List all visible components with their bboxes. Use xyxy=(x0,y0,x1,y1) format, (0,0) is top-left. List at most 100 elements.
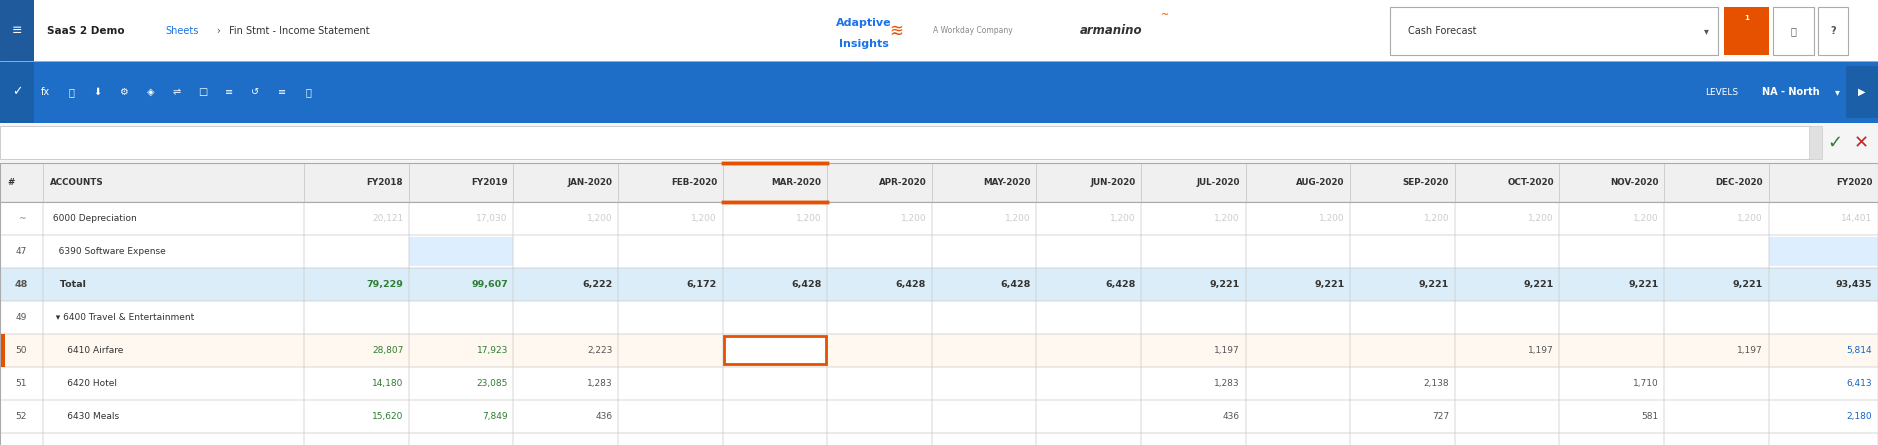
Text: 48: 48 xyxy=(15,280,28,289)
Bar xyxy=(931,235,1037,268)
Text: SEP-2020: SEP-2020 xyxy=(1403,178,1450,187)
Text: ≡: ≡ xyxy=(278,87,285,97)
Text: FY2020: FY2020 xyxy=(1837,178,1872,187)
Bar xyxy=(1142,235,1245,268)
Bar xyxy=(828,367,931,400)
Bar xyxy=(304,202,409,235)
Text: 1,200: 1,200 xyxy=(1110,214,1136,223)
Bar xyxy=(409,202,513,235)
Text: 9,221: 9,221 xyxy=(1209,280,1239,289)
Bar xyxy=(304,367,409,400)
Bar xyxy=(0,433,1878,445)
Bar xyxy=(513,202,618,235)
Bar xyxy=(409,433,513,445)
Text: 🔍: 🔍 xyxy=(304,87,312,97)
Bar xyxy=(1846,66,1878,118)
Bar xyxy=(513,268,618,301)
Bar xyxy=(1664,268,1769,301)
Bar xyxy=(1455,163,1559,202)
Text: ~: ~ xyxy=(17,214,24,223)
Bar xyxy=(43,334,304,367)
Bar xyxy=(43,301,304,334)
Text: 1,200: 1,200 xyxy=(1632,214,1658,223)
Text: 6420 Hotel: 6420 Hotel xyxy=(51,379,116,388)
Text: 1,710: 1,710 xyxy=(1632,379,1658,388)
Bar xyxy=(1455,235,1559,268)
Text: 6,172: 6,172 xyxy=(687,280,717,289)
Text: 79,229: 79,229 xyxy=(366,280,404,289)
Bar xyxy=(0,433,43,445)
Bar xyxy=(1245,202,1350,235)
Bar xyxy=(304,400,409,433)
Bar xyxy=(0,0,1878,61)
Bar xyxy=(1245,235,1350,268)
Text: armanino: armanino xyxy=(1080,24,1142,37)
Bar xyxy=(0,334,6,367)
Bar xyxy=(513,400,618,433)
Text: 49: 49 xyxy=(15,313,26,322)
Text: 1,200: 1,200 xyxy=(1424,214,1450,223)
Text: ▾: ▾ xyxy=(1703,26,1709,36)
Text: 50: 50 xyxy=(15,346,26,355)
Bar xyxy=(1350,367,1455,400)
Text: ≡: ≡ xyxy=(11,24,23,37)
Bar xyxy=(1142,400,1245,433)
Bar xyxy=(618,334,723,367)
Text: ✓: ✓ xyxy=(11,85,23,99)
Text: 1,200: 1,200 xyxy=(1529,214,1553,223)
Bar xyxy=(1142,433,1245,445)
Text: 6,428: 6,428 xyxy=(1001,280,1031,289)
Bar xyxy=(931,334,1037,367)
Text: DEC-2020: DEC-2020 xyxy=(1715,178,1763,187)
Text: Fin Stmt - Income Statement: Fin Stmt - Income Statement xyxy=(229,26,370,36)
Bar xyxy=(1350,235,1455,268)
Bar xyxy=(723,334,828,367)
Bar xyxy=(0,163,1878,202)
Text: 1,197: 1,197 xyxy=(1215,346,1239,355)
Bar xyxy=(1350,301,1455,334)
Bar xyxy=(43,235,304,268)
Bar xyxy=(513,235,618,268)
Text: 6390 Software Expense: 6390 Software Expense xyxy=(51,247,165,256)
Bar xyxy=(931,268,1037,301)
Text: 28,807: 28,807 xyxy=(372,346,404,355)
Bar xyxy=(1245,301,1350,334)
Bar xyxy=(1245,433,1350,445)
Bar xyxy=(618,235,723,268)
Bar xyxy=(931,301,1037,334)
Bar xyxy=(1245,334,1350,367)
Text: MAR-2020: MAR-2020 xyxy=(772,178,823,187)
Bar xyxy=(1037,202,1142,235)
Bar xyxy=(1142,367,1245,400)
Text: ?: ? xyxy=(1831,26,1835,36)
Bar xyxy=(1664,400,1769,433)
Text: 727: 727 xyxy=(1433,412,1450,421)
Bar xyxy=(304,163,409,202)
Bar xyxy=(1818,7,1848,55)
Text: JUL-2020: JUL-2020 xyxy=(1196,178,1239,187)
Text: ↺: ↺ xyxy=(252,87,259,97)
Text: SaaS 2 Demo: SaaS 2 Demo xyxy=(47,26,124,36)
Bar xyxy=(1664,163,1769,202)
Bar xyxy=(304,334,409,367)
Bar xyxy=(1664,202,1769,235)
Text: ✓: ✓ xyxy=(1827,134,1842,152)
Bar xyxy=(304,235,409,268)
Bar xyxy=(1769,433,1878,445)
Bar xyxy=(0,334,1878,367)
Bar xyxy=(43,202,304,235)
Text: ⬇: ⬇ xyxy=(94,87,101,97)
Text: JAN-2020: JAN-2020 xyxy=(567,178,612,187)
Bar xyxy=(1350,433,1455,445)
Bar xyxy=(828,202,931,235)
Bar xyxy=(1664,433,1769,445)
Text: Adaptive: Adaptive xyxy=(836,18,892,28)
Bar xyxy=(1664,367,1769,400)
Bar xyxy=(723,235,828,268)
Bar xyxy=(828,301,931,334)
Text: 6,428: 6,428 xyxy=(791,280,823,289)
Bar xyxy=(1724,7,1769,55)
Text: 23,085: 23,085 xyxy=(477,379,507,388)
Bar xyxy=(1559,235,1664,268)
Text: FEB-2020: FEB-2020 xyxy=(670,178,717,187)
